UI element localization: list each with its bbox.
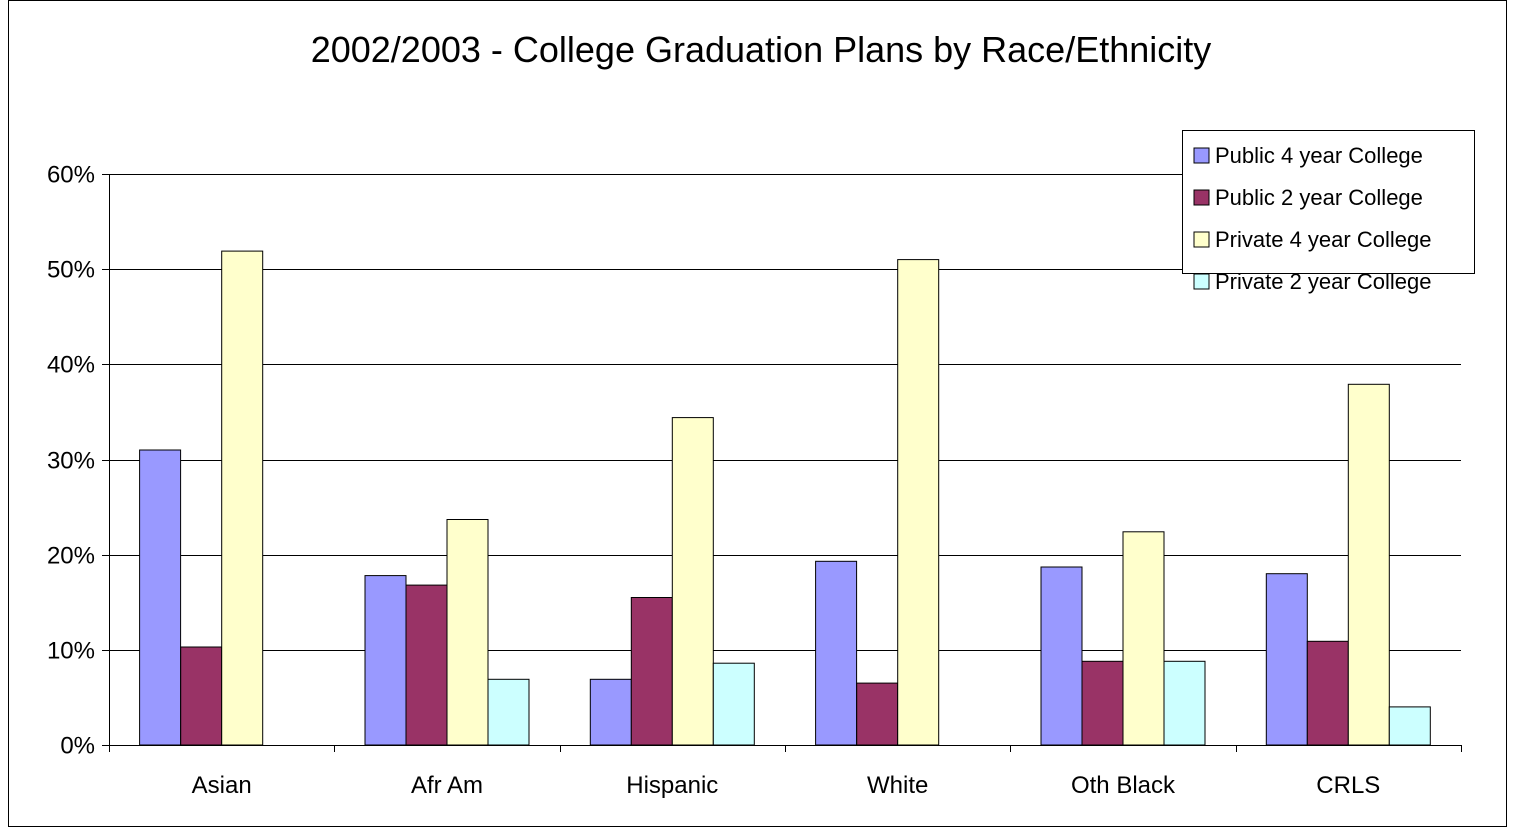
bars (139, 250, 1431, 746)
legend-label: Public 4 year College (1215, 143, 1423, 168)
y-tick-label: 60% (47, 162, 95, 189)
bar (487, 678, 530, 746)
bar (139, 449, 182, 746)
x-tick-label: Hispanic (626, 772, 718, 799)
x-tick-label: Afr Am (411, 772, 483, 799)
legend-label: Private 2 year College (1215, 269, 1431, 294)
bar (446, 519, 489, 746)
bar (897, 259, 940, 746)
bar (671, 417, 714, 746)
y-tick-label: 10% (47, 638, 95, 665)
bar (180, 646, 223, 746)
legend-swatch (1193, 273, 1210, 290)
bar (1081, 660, 1124, 746)
chart-title: 2002/2003 - College Graduation Plans by … (311, 29, 1212, 70)
legend-label: Public 2 year College (1215, 185, 1423, 210)
x-tick-label: Oth Black (1071, 772, 1176, 799)
bar (364, 575, 407, 746)
axes: 0% 10% 20% 30% 40% 50% 60% Asian Afr Am Hispanic W… (47, 162, 1462, 799)
bar (712, 662, 755, 746)
bar (630, 597, 673, 746)
y-tick-label: 0% (60, 733, 95, 760)
y-tick-label: 40% (47, 352, 95, 379)
bar (1306, 640, 1349, 746)
bar (1265, 573, 1308, 746)
legend-box (1182, 130, 1475, 274)
bar (589, 678, 632, 746)
bar (1347, 383, 1390, 746)
bar (856, 682, 899, 746)
bar (1388, 706, 1431, 746)
bar (1163, 660, 1206, 746)
legend-swatch (1193, 147, 1210, 164)
bar (1122, 531, 1165, 746)
bar (221, 250, 264, 746)
legend: Public 4 year College Public 2 year Colle… (1182, 130, 1475, 294)
bar (815, 560, 858, 746)
bar (405, 584, 448, 746)
x-tick-label: White (867, 772, 928, 799)
y-tick-label: 30% (47, 448, 95, 475)
legend-swatch (1193, 189, 1210, 206)
x-tick-label: Asian (192, 772, 252, 799)
y-tick-label: 20% (47, 543, 95, 570)
y-tick-label: 50% (47, 257, 95, 284)
bar (1040, 566, 1083, 746)
x-tick-label: CRLS (1316, 772, 1380, 799)
legend-swatch (1193, 231, 1210, 248)
legend-label: Private 4 year College (1215, 227, 1431, 252)
